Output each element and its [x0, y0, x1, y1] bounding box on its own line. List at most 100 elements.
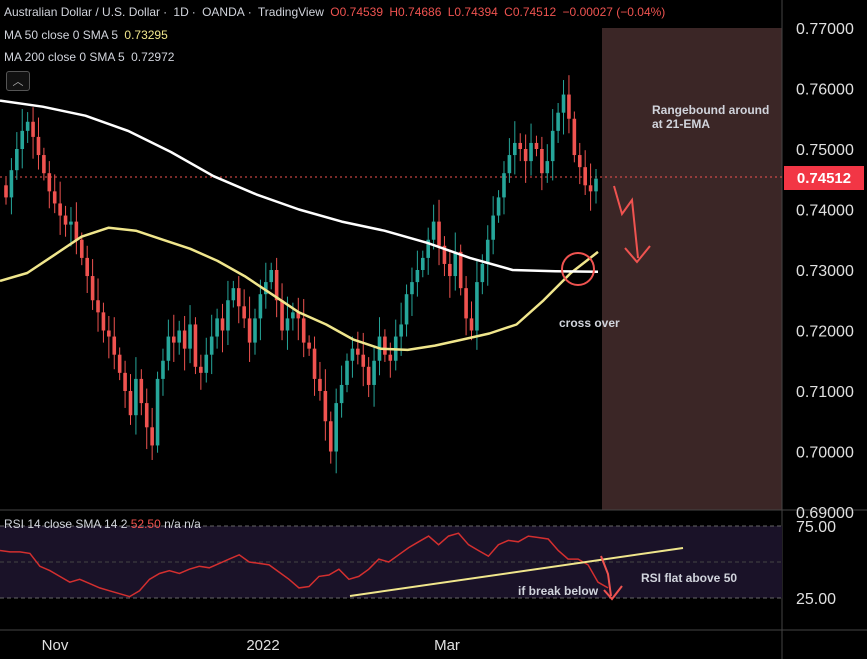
candle-body — [513, 142, 517, 156]
crossover-circle[interactable] — [561, 252, 595, 286]
candle-body — [69, 221, 73, 225]
candle-body — [323, 391, 328, 422]
rsi-tick-label: 75.00 — [796, 519, 836, 536]
rsi-break-arrow[interactable] — [600, 555, 612, 597]
candle-body — [588, 185, 593, 192]
candle-body — [458, 251, 463, 289]
candle-body — [9, 170, 14, 198]
candle-body — [296, 312, 301, 319]
candle-body — [480, 263, 485, 283]
candle-body — [442, 245, 447, 264]
candle-body — [561, 94, 566, 113]
price-tick-label: 0.71000 — [796, 384, 854, 401]
candle-body — [25, 121, 30, 131]
down-arrow-shaft[interactable] — [613, 185, 639, 259]
candle-body — [177, 330, 182, 343]
candle-body — [150, 427, 154, 446]
ma200-line[interactable] — [0, 99, 599, 274]
candle-body — [345, 360, 349, 385]
candle-body — [437, 221, 441, 246]
annotation-crossover[interactable]: cross over — [559, 316, 620, 330]
candle-body — [112, 336, 117, 355]
candle-body — [404, 294, 409, 325]
candle-body — [372, 360, 376, 385]
candle-body — [415, 270, 420, 283]
candle-body — [475, 282, 479, 331]
candle-body — [58, 203, 62, 216]
candle-body — [188, 324, 192, 349]
price-tick-label: 0.72000 — [796, 324, 854, 341]
candle-body — [199, 366, 203, 373]
candle-body — [388, 354, 393, 361]
candle-body — [36, 136, 41, 156]
candle-body — [144, 403, 149, 428]
annotation-rangebound[interactable]: Rangebound around at 21-EMA — [652, 103, 769, 131]
rsi-group — [0, 532, 609, 598]
symbol-name[interactable]: Australian Dollar / U.S. Dollar — [4, 5, 161, 19]
ma50-legend[interactable]: MA 50 close 0 SMA 5 0.73295 — [4, 28, 171, 42]
candle-body — [258, 294, 263, 319]
candle-body — [134, 378, 138, 416]
candle-body — [356, 348, 360, 355]
price-tick-label: 0.77000 — [796, 21, 854, 38]
candle-body — [42, 155, 46, 174]
candle-body — [469, 318, 474, 331]
candle-body — [264, 282, 268, 295]
rsi-legend[interactable]: RSI 14 close SMA 14 2 52.50 n/a n/a — [4, 517, 201, 531]
candle-body — [128, 391, 133, 416]
rsi-trendline[interactable] — [349, 547, 684, 597]
open-value: O0.74539 — [330, 5, 384, 19]
moving-averages-group — [0, 99, 599, 352]
candle-body — [350, 348, 355, 361]
candle-body — [155, 378, 160, 446]
candle-body — [20, 130, 25, 149]
candle-body — [90, 276, 95, 301]
candle-body — [410, 282, 414, 295]
candle-body — [540, 149, 544, 174]
annotation-rsi-flat[interactable]: RSI flat above 50 — [641, 571, 737, 585]
candle-body — [182, 330, 187, 349]
candle-body — [534, 142, 539, 149]
candle-body — [431, 221, 436, 240]
candle-body — [280, 300, 284, 331]
rsi-na: n/a n/a — [164, 517, 201, 531]
candle-body — [545, 161, 550, 174]
candle-body — [161, 360, 165, 379]
ma200-legend[interactable]: MA 200 close 0 SMA 5 0.72972 — [4, 50, 177, 64]
chevron-up-icon: ︿ — [12, 76, 24, 88]
ma50-line[interactable] — [0, 226, 599, 352]
candle-body — [247, 318, 252, 343]
price-tick-label: 0.74000 — [796, 203, 854, 220]
projection-shade-area — [602, 28, 782, 510]
candle-body — [583, 167, 587, 186]
candle-body — [339, 384, 344, 404]
candle-body — [301, 318, 306, 343]
candle-body — [79, 239, 84, 258]
candle-body — [253, 318, 257, 343]
candle-body — [550, 130, 555, 162]
candle-body — [209, 336, 214, 355]
candle-body — [594, 178, 598, 192]
rsi-label: RSI 14 close SMA 14 2 — [4, 517, 128, 531]
candle-body — [312, 348, 317, 379]
candle-body — [171, 336, 176, 343]
candle-body — [572, 118, 577, 156]
rsi-break-arrowhead — [603, 585, 623, 601]
candle-body — [383, 336, 387, 355]
candle-body — [518, 142, 523, 149]
candle-body — [47, 173, 52, 192]
candle-body — [74, 221, 79, 240]
candle-body — [107, 330, 111, 337]
ma50-value: 0.73295 — [124, 28, 168, 42]
annotation-break-below[interactable]: if break below — [518, 584, 599, 598]
down-arrow-head — [624, 245, 651, 264]
price-tick-label: 0.73000 — [796, 263, 854, 280]
time-tick-label: Nov — [42, 637, 69, 654]
candle-body — [334, 403, 338, 452]
interval-label[interactable]: 1D — [173, 5, 189, 19]
rsi-line[interactable] — [0, 532, 609, 598]
collapse-legend-button[interactable]: ︿ — [6, 71, 30, 91]
candle-body — [556, 112, 560, 131]
candle-body — [215, 318, 219, 337]
